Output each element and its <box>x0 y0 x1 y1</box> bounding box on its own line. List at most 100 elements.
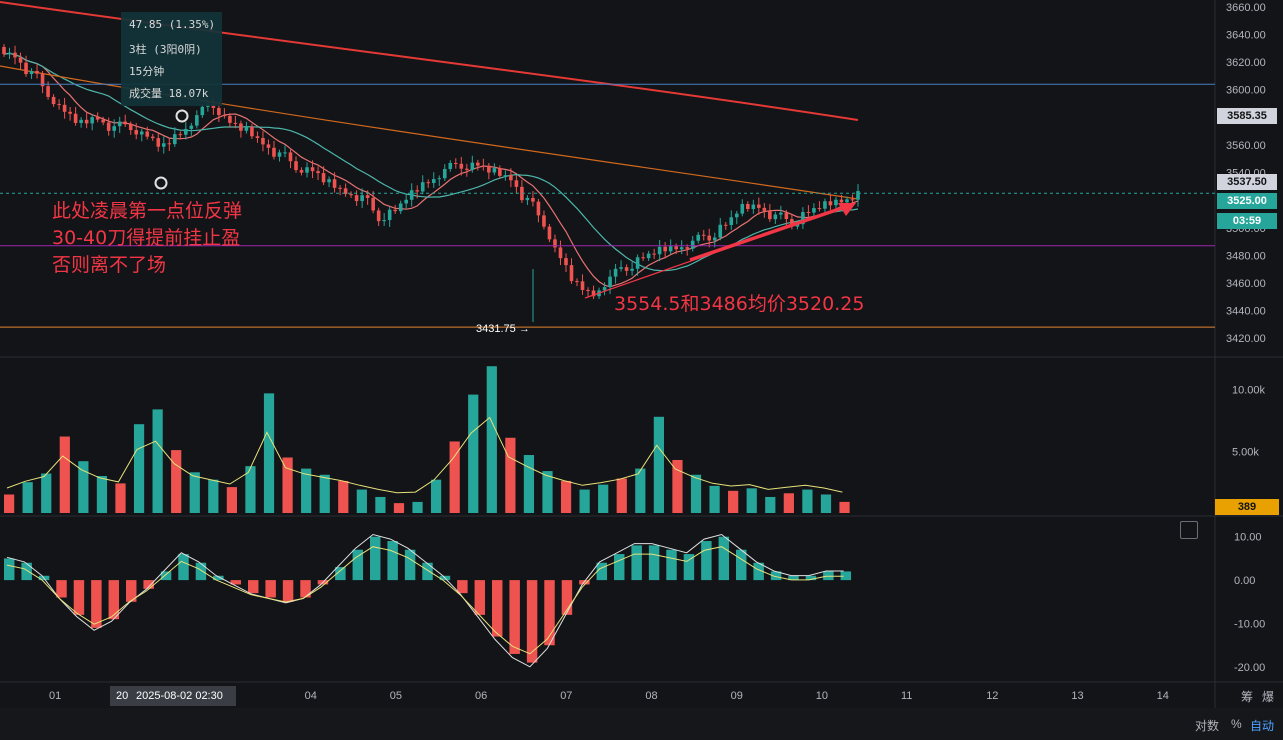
note-line: 此处凌晨第一点位反弹 <box>52 200 243 222</box>
candle-body <box>283 152 287 154</box>
crosshair-date: 2025-08-02 02:30 <box>136 690 223 702</box>
volume-ma-line <box>6 416 843 494</box>
candle-body <box>261 138 265 145</box>
macd-histogram-bar <box>213 575 224 581</box>
candle-body <box>575 281 579 283</box>
auto-scale-button[interactable]: 自动 <box>1250 719 1275 733</box>
volume-bar <box>690 474 702 513</box>
volume-bar <box>319 474 330 513</box>
volume-bar <box>560 480 572 513</box>
candle-body <box>90 117 94 124</box>
percent-scale-button[interactable]: % <box>1231 717 1242 731</box>
candle-body <box>856 191 860 200</box>
candle-body <box>409 190 414 200</box>
candle-body <box>415 190 420 192</box>
volume-bar <box>820 494 832 513</box>
candle-body <box>712 237 717 241</box>
macd-histogram-bar <box>492 580 503 637</box>
candle-body <box>167 143 172 145</box>
volume-bar <box>115 483 126 513</box>
volume-bar <box>523 455 535 513</box>
candle-body <box>690 240 695 249</box>
time-tick-label: 01 <box>49 690 61 702</box>
candle-body <box>442 168 447 179</box>
candle-body <box>630 268 634 271</box>
macd-tick-label: 0.00 <box>1234 575 1255 587</box>
volume-tick-label: 5.00k <box>1232 446 1259 458</box>
macd-histogram-bar <box>160 571 172 581</box>
candle-body <box>481 165 486 167</box>
candle-body <box>608 276 612 288</box>
candle-body <box>613 268 618 277</box>
marker-circle <box>175 109 189 123</box>
expand-icon[interactable] <box>1180 521 1198 539</box>
candle-body <box>790 219 794 227</box>
time-tick-label: 12 <box>986 690 998 702</box>
candle-body <box>299 170 304 173</box>
candle-body <box>29 70 34 75</box>
candle-body <box>558 247 563 259</box>
candle-body <box>189 125 194 129</box>
candle-body <box>431 179 436 184</box>
ma-top-price-tag: 3585.35 <box>1217 108 1277 124</box>
volume-bar <box>505 437 516 513</box>
candle-body <box>398 203 403 212</box>
candle-body <box>338 187 342 189</box>
candle-body <box>762 207 767 211</box>
log-scale-button[interactable]: 对数 <box>1195 719 1220 733</box>
candle-body <box>343 188 348 195</box>
volume-bar <box>802 489 813 513</box>
candle-body <box>393 209 397 212</box>
volume-bar <box>839 501 850 513</box>
candle-body <box>139 131 144 135</box>
macd-histogram-bar <box>805 575 817 581</box>
candle-body <box>696 234 701 241</box>
volume-bar <box>96 476 108 513</box>
candle-body <box>62 104 67 112</box>
candle-body <box>195 115 199 126</box>
candle-body <box>173 134 177 145</box>
time-tick-label: 06 <box>475 690 487 702</box>
candle-body <box>437 178 442 180</box>
macd-histogram-bar <box>770 571 782 581</box>
price-tick-label: 3460.00 <box>1226 278 1266 290</box>
candle-body <box>294 161 298 171</box>
candle-body <box>619 267 623 269</box>
macd-histogram-bar <box>718 536 730 581</box>
candle-body <box>288 152 293 162</box>
crosshair-prefix: 20 <box>116 690 129 702</box>
macd-histogram-bar <box>526 580 538 663</box>
macd-histogram-bar <box>387 541 398 581</box>
candle-body <box>426 182 431 184</box>
candle-body <box>635 257 640 269</box>
volume-bar <box>449 441 460 513</box>
candle-body <box>134 130 139 135</box>
liquidation-button[interactable]: 爆 <box>1262 690 1275 704</box>
chips-button[interactable]: 筹 <box>1241 690 1254 704</box>
macd-histogram-bar <box>73 580 85 615</box>
candle-body <box>624 267 629 271</box>
volume-bar <box>22 482 33 513</box>
candle-body <box>211 104 216 108</box>
candle-body <box>817 208 822 210</box>
candle-body <box>404 199 409 204</box>
candle-body <box>51 96 56 105</box>
macd-histogram-bar <box>178 554 189 581</box>
candle-body <box>365 195 370 198</box>
candle-body <box>509 175 513 181</box>
macd-histogram-bar <box>683 554 695 581</box>
candle-body <box>228 115 232 123</box>
macd-histogram-bar <box>195 562 207 581</box>
candle-body <box>360 195 364 202</box>
candle-body <box>602 287 607 291</box>
trend-arrow-line <box>689 205 846 262</box>
price-tick-label: 3620.00 <box>1226 57 1266 69</box>
candle-body <box>685 247 689 249</box>
candles <box>2 44 860 322</box>
macd-histogram-bar <box>561 580 573 615</box>
volume-bar <box>598 484 609 513</box>
tooltip-bars: 3柱 (3阳0阴) <box>129 43 202 56</box>
macd-histogram-bar <box>596 562 608 581</box>
